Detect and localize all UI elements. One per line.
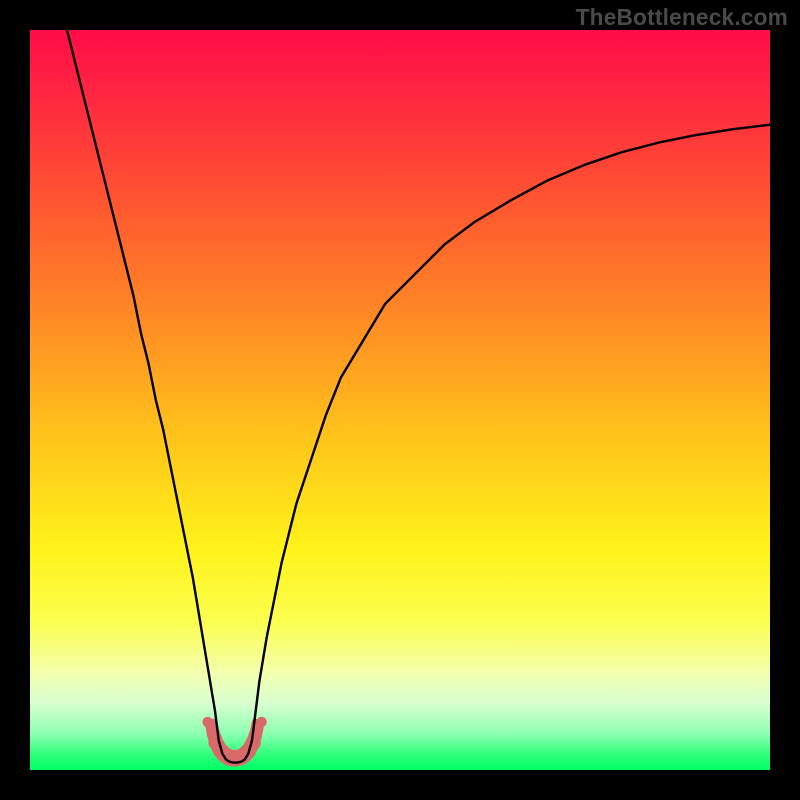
watermark-text: TheBottleneck.com: [576, 4, 788, 31]
highlight-dot: [256, 717, 266, 727]
chart-container: TheBottleneck.com: [0, 0, 800, 800]
highlight-dot: [202, 717, 212, 727]
bottleneck-chart: [0, 0, 800, 800]
plot-area: [30, 30, 770, 770]
highlight-dot: [208, 738, 218, 748]
